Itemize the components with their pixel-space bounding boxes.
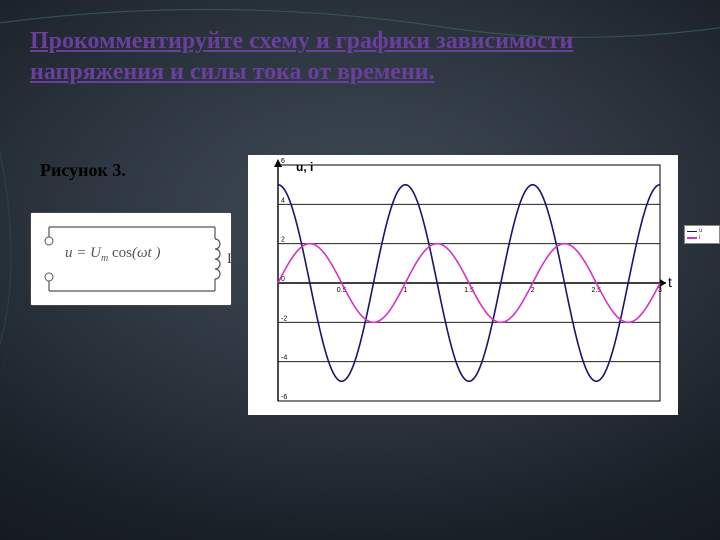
circuit-diagram: u = Um cos(ωt ) L [30, 212, 232, 306]
svg-text:6: 6 [281, 158, 285, 165]
svg-text:-2: -2 [281, 315, 287, 322]
slide-root: Прокомментируйте схему и графики зависим… [0, 0, 720, 540]
slide-title: Прокомментируйте схему и графики зависим… [30, 26, 670, 88]
svg-text:2: 2 [531, 287, 535, 294]
legend-item-u: u [687, 228, 717, 235]
legend-item-i: i [687, 235, 717, 242]
chart-legend: u i [684, 225, 720, 244]
svg-text:t: t [668, 274, 672, 290]
svg-text:3: 3 [658, 287, 662, 294]
svg-text:2: 2 [281, 237, 285, 244]
svg-text:-6: -6 [281, 394, 287, 401]
svg-text:1: 1 [403, 287, 407, 294]
svg-text:u, i: u, i [296, 160, 313, 174]
svg-text:-4: -4 [281, 355, 287, 362]
inductor-label: L [227, 251, 236, 268]
figure-caption: Рисунок 3. [40, 160, 126, 181]
circuit-formula: u = Um cos(ωt ) [65, 245, 160, 264]
svg-text:4: 4 [281, 197, 285, 204]
ui-chart: -6-4-202460.511.522.53u, it [248, 155, 678, 415]
